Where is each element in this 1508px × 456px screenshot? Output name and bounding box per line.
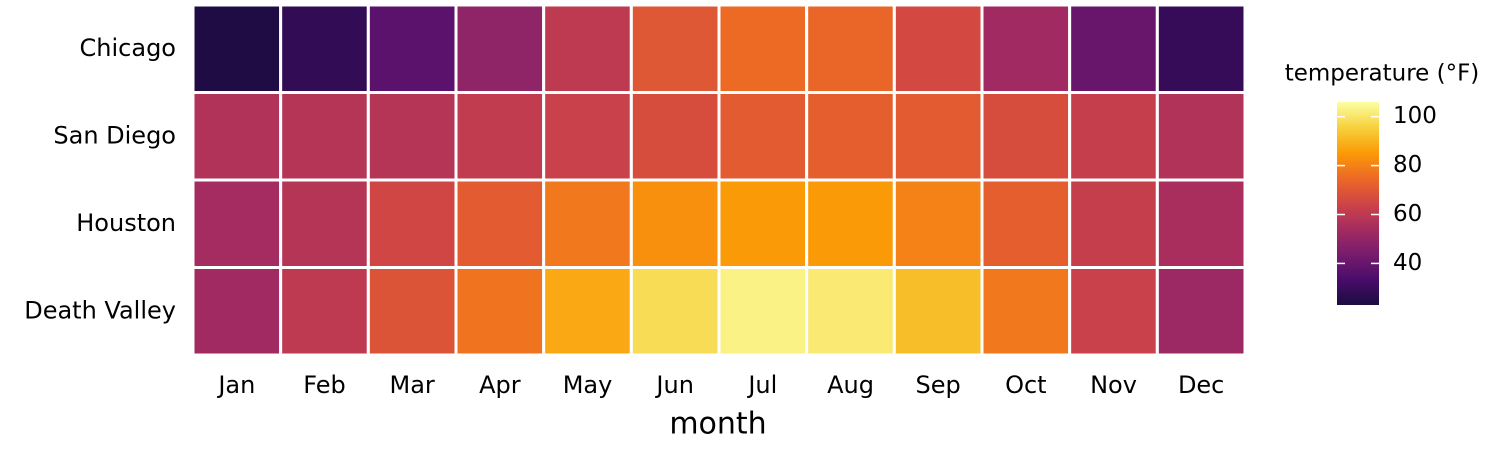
heatmap-cell [980, 91, 1072, 182]
heatmap-cell [892, 3, 984, 94]
heatmap-cell [629, 3, 721, 94]
heatmap-cell [279, 3, 370, 94]
heatmap-cell [805, 91, 896, 182]
x-tick-label: Apr [479, 371, 521, 399]
heatmap-cell [805, 178, 896, 269]
y-tick-label: Chicago [80, 34, 176, 62]
heatmap-cell [629, 266, 721, 357]
heatmap-cell [366, 3, 458, 94]
heatmap-cell [1155, 91, 1247, 182]
heatmap-cell [1068, 178, 1159, 269]
x-tick-label: Sep [916, 371, 961, 399]
heatmap-cell [191, 91, 283, 182]
heatmap-cell [279, 91, 370, 182]
heatmap-cell [279, 266, 370, 357]
heatmap-cell [191, 3, 283, 94]
heatmap-cell [892, 178, 984, 269]
heatmap-cell [980, 178, 1072, 269]
heatmap-cell [980, 3, 1072, 94]
heatmap-cell [1068, 91, 1159, 182]
legend-tick-label: 80 [1393, 152, 1422, 178]
heatmap-cell [1155, 266, 1247, 357]
y-tick-label: Death Valley [24, 296, 176, 324]
x-tick-label: Jun [654, 371, 694, 399]
heatmap-cell [191, 266, 283, 357]
heatmap-cell [366, 266, 458, 357]
heatmap-cell [717, 91, 809, 182]
heatmap-cell [805, 266, 896, 357]
y-tick-label: San Diego [53, 121, 176, 149]
legend-tick-label: 60 [1393, 201, 1422, 227]
x-tick-label: Mar [390, 371, 435, 399]
heatmap-cell [717, 266, 809, 357]
heatmap-cell [1068, 266, 1159, 357]
heatmap-cell [542, 3, 633, 94]
x-tick-label: Oct [1005, 371, 1047, 399]
color-bar [1337, 102, 1379, 305]
heatmap-cell [366, 178, 458, 269]
x-tick-label: Jul [746, 371, 777, 399]
heatmap-cell [892, 266, 984, 357]
x-axis-title: month [669, 407, 766, 442]
x-tick-label: Dec [1178, 371, 1224, 399]
heatmap-cell [366, 91, 458, 182]
heatmap-cell [542, 91, 633, 182]
x-tick-label: Aug [827, 371, 874, 399]
heatmap-cell [980, 266, 1072, 357]
heatmap-cell [629, 178, 721, 269]
heatmap-cell [892, 91, 984, 182]
legend-tick-label: 100 [1393, 103, 1437, 129]
heatmap-cell [191, 178, 283, 269]
heatmap-cell [805, 3, 896, 94]
heatmap-cell [629, 91, 721, 182]
heatmap-cell [1068, 3, 1159, 94]
x-tick-label: Nov [1090, 371, 1137, 399]
heatmap-cell [717, 178, 809, 269]
heatmap-cell [542, 178, 633, 269]
legend-tick-label: 40 [1393, 250, 1422, 276]
y-tick-label: Houston [76, 209, 176, 237]
heatmap-cell [454, 91, 546, 182]
legend-title: temperature (°F) [1285, 61, 1480, 87]
x-tick-label: Feb [303, 371, 346, 399]
heatmap-cell [454, 266, 546, 357]
heatmap-cell [542, 266, 633, 357]
heatmap-cell [717, 3, 809, 94]
heatmap-cell [1155, 3, 1247, 94]
heatmap-cell [454, 3, 546, 94]
heatmap-cell [279, 178, 370, 269]
heatmap-cell [454, 178, 546, 269]
x-tick-label: Jan [216, 371, 255, 399]
heatmap-cell [1155, 178, 1247, 269]
x-tick-label: May [563, 371, 613, 399]
